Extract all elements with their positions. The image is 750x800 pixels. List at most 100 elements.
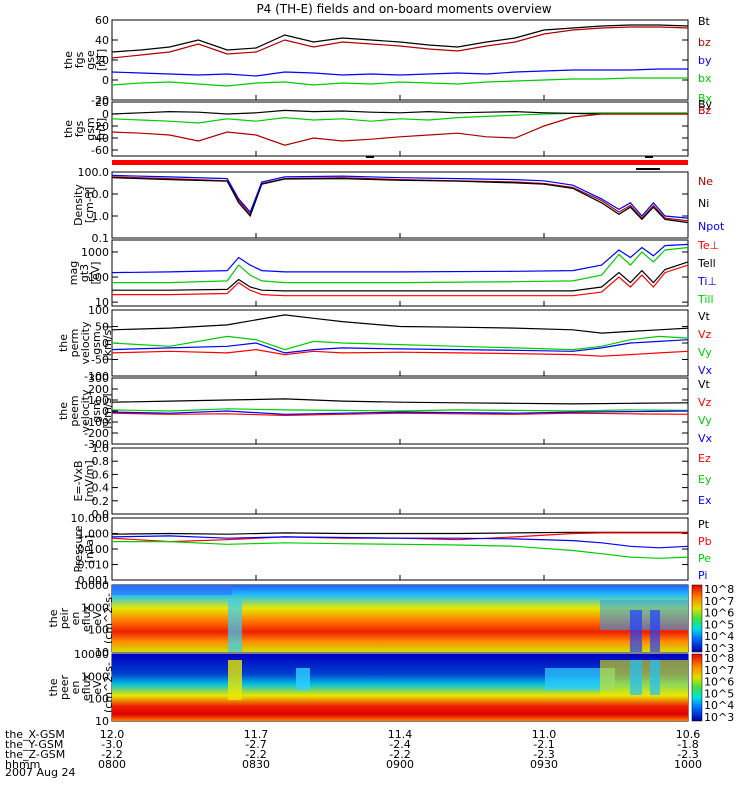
- ytick-label: 20: [95, 54, 109, 67]
- legend-entry: by: [698, 54, 712, 67]
- series-line-Pb: [111, 532, 688, 543]
- legend-entry: Ti⊥: [697, 275, 717, 288]
- panel-density: 100.0 10.0 1.0 0.1 Density[cm-3] Ne Ni Npot: [72, 166, 725, 245]
- peer-spectrogram-image: [112, 654, 688, 721]
- footer-row-label: the_Z-GSM: [5, 748, 65, 761]
- ytick-label: -60: [91, 144, 109, 157]
- ylabel-line: the: [57, 334, 70, 352]
- series-line-Pi: [111, 535, 689, 549]
- footer-value: -2.2: [245, 748, 266, 761]
- ytick-label: 100: [88, 394, 109, 407]
- footer-value: 0930: [530, 758, 558, 771]
- ylabel-line: fgs: [73, 120, 86, 137]
- ytick-label: 100: [88, 624, 109, 637]
- ytick-label: -20: [91, 94, 109, 107]
- series-line-Vx: [111, 339, 689, 354]
- legend-entry: Vy: [698, 346, 712, 359]
- colorbar-tick-label: 10^6: [704, 607, 734, 620]
- ylabel-line: peir: [58, 607, 71, 629]
- panel-frame: [111, 517, 689, 581]
- ylabel-line: eflux: [80, 604, 93, 632]
- ytick-label: 10: [95, 715, 109, 728]
- ytick-label: 0: [102, 108, 109, 121]
- series-line-bz: [111, 26, 689, 59]
- ytick-label: 1.0: [92, 210, 110, 223]
- panel-pressure: 10.000 1.000 0.100 0.010 0.001 Pressure[nPa] P…: [71, 512, 712, 587]
- series-line-Tell: [112, 261, 689, 292]
- ylabel-line: en: [69, 612, 82, 626]
- series-line-Pe: [112, 540, 689, 559]
- footer-value: -2.2: [389, 748, 410, 761]
- ytick-label: 0: [102, 337, 109, 350]
- footer-value: 10.6: [676, 728, 701, 741]
- footer-value: -2.3: [533, 748, 554, 761]
- footer-value: 11.4: [388, 728, 413, 741]
- date-label: 2007 Aug 24: [5, 766, 75, 779]
- colorbar-ticks: 10^810^710^610^510^410^310^810^710^610^5…: [704, 583, 734, 724]
- panel-frame: [111, 309, 689, 377]
- ytick-label: 10.0: [85, 188, 110, 201]
- ytick-label: 10: [95, 296, 109, 309]
- ytick-label: 0.0: [92, 508, 110, 521]
- ytick-label: 1000: [81, 670, 109, 683]
- footer-value: 0830: [242, 758, 270, 771]
- legend-entry: Vx: [698, 364, 713, 377]
- ylabel-line: [nT]: [95, 49, 108, 71]
- legend-entry: Vt: [698, 378, 711, 391]
- series-line-Te⊥: [112, 264, 689, 297]
- ylabel-line: eflux: [80, 673, 93, 701]
- ylabel-line: [km/s]: [101, 325, 114, 360]
- colorbar-tick-label: 10^6: [704, 676, 734, 689]
- ytick-label: -200: [84, 427, 109, 440]
- legend-entry: bx: [698, 72, 712, 85]
- series-line-Vx: [111, 410, 689, 415]
- ytick-label: -300: [84, 438, 109, 451]
- ytick-label: 1.000: [78, 528, 110, 541]
- ytick-label: 0.100: [78, 543, 110, 556]
- ylabel-line: Density: [72, 184, 85, 226]
- panel-peem-velocity: 3002001000-100-200-300thepeemvelocitygsm…: [57, 372, 713, 451]
- ylabel-line: gsm: [90, 331, 103, 354]
- ytick-label: -50: [91, 354, 109, 367]
- panel-frame: [111, 101, 689, 157]
- ylabel-line: gsm: [90, 399, 103, 422]
- colorbar-tick-label: 10^8: [704, 652, 734, 665]
- ylabel-line: [nT]: [95, 118, 108, 140]
- series-line-Bx: [111, 112, 688, 124]
- footer-value: -3.0: [101, 738, 122, 751]
- ylabel-line: en: [69, 681, 82, 695]
- ytick-label: 0.4: [92, 482, 110, 495]
- series-line-Till: [112, 246, 689, 284]
- ytick-label: 10: [95, 646, 109, 659]
- legend-entry: Tell: [697, 257, 716, 270]
- ylabel-line: eV: [91, 680, 104, 695]
- ytick-label: 0.6: [92, 468, 110, 481]
- ylabel-line: velocity: [79, 321, 92, 364]
- ytick-label: -100: [84, 416, 109, 429]
- ytick-label: 100: [88, 271, 109, 284]
- ylabel-line: (cm^2-s-: [102, 593, 115, 644]
- ylabel-line: E=-VxB: [72, 460, 85, 501]
- footer-value: 0900: [386, 758, 414, 771]
- ytick-label: 1.0: [92, 442, 110, 455]
- series-line-Vy: [111, 335, 689, 351]
- colorbar-tick-label: 10^5: [704, 618, 734, 631]
- ytick-label: -100: [84, 370, 109, 383]
- mode-bar: [112, 156, 688, 170]
- peir-spectrogram-image: [112, 585, 688, 652]
- legend-entry: Vx: [698, 432, 713, 445]
- ylabel-line: the: [62, 51, 75, 69]
- footer-value: -2.2: [101, 748, 122, 761]
- series-line-Ni: [111, 177, 689, 224]
- series-line-Bz: [111, 113, 688, 146]
- ytick-label: 0.8: [92, 455, 110, 468]
- ylabel-line: gsm: [84, 117, 97, 140]
- ylabel-line: mag: [67, 261, 80, 285]
- footer-row-label: the_X-GSM: [5, 728, 65, 741]
- legend-entry: Pt: [698, 518, 710, 531]
- ylabel-line: gse: [84, 50, 97, 70]
- footer-value: 12.0: [100, 728, 125, 741]
- footer-value: 0800: [98, 758, 126, 771]
